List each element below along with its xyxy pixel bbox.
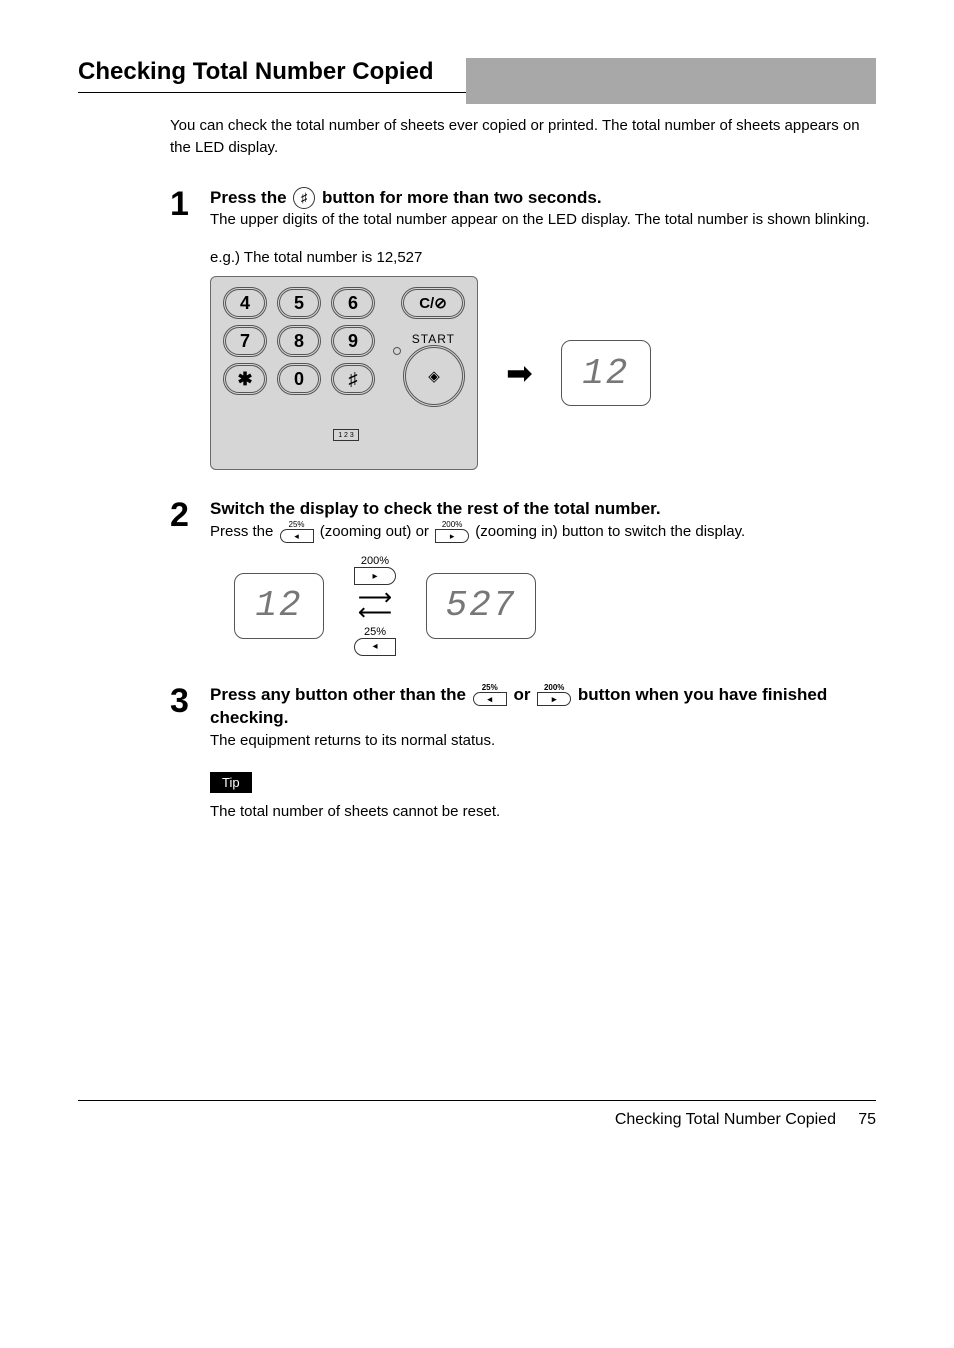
step-3-number: 3 [170, 684, 210, 820]
step-3-desc: The equipment returns to its normal stat… [210, 730, 876, 752]
step-1-example: e.g.) The total number is 12,527 [210, 249, 876, 266]
zoom-out-icon-2: 25% ◂ [473, 684, 507, 706]
keypad-0-button[interactable]: 0 [277, 363, 321, 395]
step-1-figure: 4 5 6 7 8 9 ✱ 0 ♯ 1 2 3 C/⊘ START [210, 276, 876, 470]
step-2: 2 Switch the display to check the rest o… [170, 498, 876, 656]
keypad-panel: 4 5 6 7 8 9 ✱ 0 ♯ 1 2 3 C/⊘ START [210, 276, 478, 470]
step-2-desc-b: (zooming out) or [320, 523, 433, 540]
page-footer: Checking Total Number Copied 75 [78, 1100, 876, 1129]
keypad-led-icon [393, 347, 401, 355]
keypad-6-button[interactable]: 6 [331, 287, 375, 319]
step-1-title: Press the ♯ button for more than two sec… [210, 187, 876, 210]
zoom-out-button[interactable]: 25% ◂ [354, 626, 396, 656]
step-3-title-a: Press any button other than the [210, 685, 471, 704]
keypad-4-button[interactable]: 4 [223, 287, 267, 319]
double-arrow-icon: ⟶ ⟵ [358, 591, 392, 620]
keypad-clear-button[interactable]: C/⊘ [401, 287, 465, 319]
start-diamond-icon: ◈ [428, 367, 440, 385]
led-display-left: 12 [234, 573, 324, 639]
step-3: 3 Press any button other than the 25% ◂ … [170, 684, 876, 820]
step-1-number: 1 [170, 187, 210, 471]
footer-page-number: 75 [858, 1111, 876, 1128]
step-2-title: Switch the display to check the rest of … [210, 498, 876, 521]
keypad-star-button[interactable]: ✱ [223, 363, 267, 395]
step-1-title-b: button for more than two seconds. [322, 188, 602, 207]
keypad-9-button[interactable]: 9 [331, 325, 375, 357]
step-2-figure: 12 200% ▸ ⟶ ⟵ 25% ◂ 527 [234, 555, 876, 656]
top-tab [466, 58, 876, 104]
keypad-start-button[interactable]: ◈ [403, 345, 465, 407]
step-3-title: Press any button other than the 25% ◂ or… [210, 684, 876, 730]
step-2-number: 2 [170, 498, 210, 656]
step-2-desc-a: Press the [210, 523, 278, 540]
arrow-right-icon: ➡ [506, 354, 533, 392]
keypad-7-button[interactable]: 7 [223, 325, 267, 357]
led-display-12: 12 [561, 340, 651, 406]
step-1-desc: The upper digits of the total number app… [210, 209, 876, 231]
intro-text: You can check the total number of sheets… [170, 115, 876, 159]
keypad-8-button[interactable]: 8 [277, 325, 321, 357]
led-display-right: 527 [426, 573, 536, 639]
keypad-start-label: START [412, 332, 455, 346]
tip-body: The total number of sheets cannot be res… [210, 803, 876, 820]
step-2-desc: Press the 25% ◂ (zooming out) or 200% ▸ … [210, 521, 876, 543]
keypad-hash-button[interactable]: ♯ [331, 363, 375, 395]
hash-icon: ♯ [293, 187, 315, 209]
zoom-out-icon: 25% ◂ [280, 521, 314, 543]
step-1: 1 Press the ♯ button for more than two s… [170, 187, 876, 471]
step-3-title-b: or [513, 685, 535, 704]
keypad-5-button[interactable]: 5 [277, 287, 321, 319]
zoom-in-icon-2: 200% ▸ [537, 684, 571, 706]
step-2-desc-c: (zooming in) button to switch the displa… [475, 523, 745, 540]
zoom-in-button[interactable]: 200% ▸ [354, 555, 396, 585]
footer-title: Checking Total Number Copied [615, 1111, 836, 1128]
tip-label: Tip [210, 772, 252, 793]
zoom-in-icon: 200% ▸ [435, 521, 469, 543]
step-1-title-a: Press the [210, 188, 291, 207]
keypad-123-icon: 1 2 3 [333, 429, 359, 441]
